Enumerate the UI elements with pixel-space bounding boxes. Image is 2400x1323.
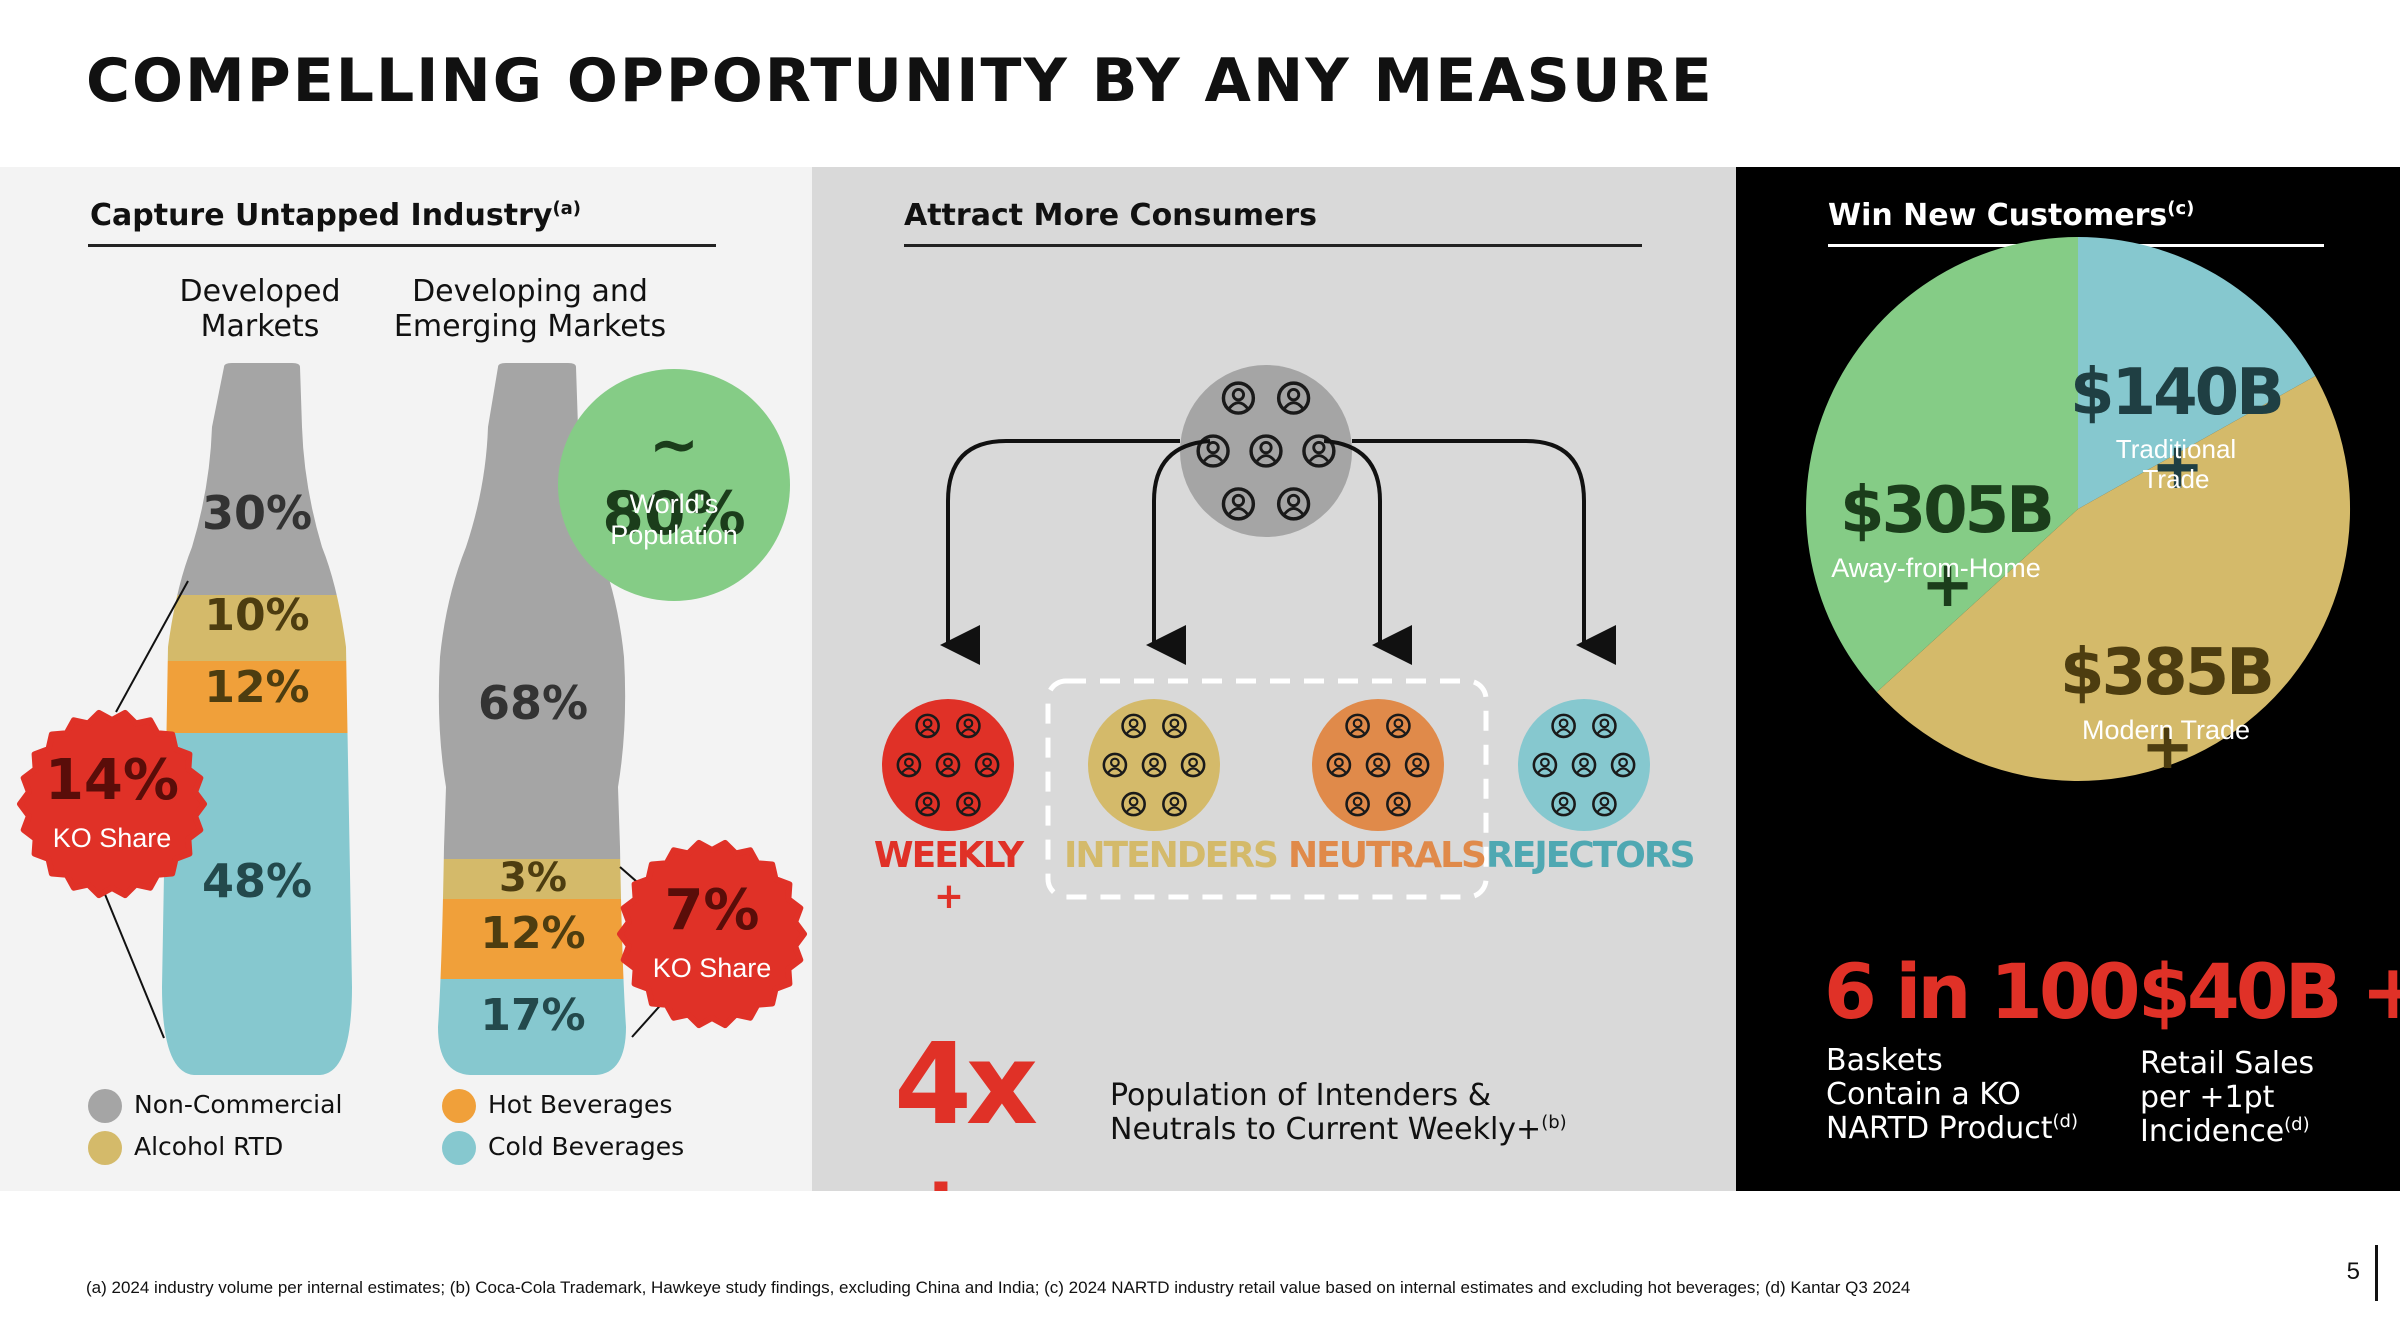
- stat-retail-text: Retail Sales per +1pt Incidence(d): [2140, 1046, 2315, 1149]
- developed-cold-value: 48%: [201, 854, 313, 908]
- panel-attract-consumers: Attract More Consumers: [812, 167, 1736, 1191]
- population-circle: [558, 369, 790, 601]
- panel3-heading: Win New Customers(c): [1828, 198, 2195, 233]
- panel1-rule: [88, 244, 716, 247]
- multiplier-value: 4x +: [894, 1020, 1038, 1191]
- pie-label-traditional-value: $140B +: [2070, 356, 2285, 504]
- segment-label-intenders: INTENDERS: [1064, 835, 1279, 876]
- page-number-rule: [2375, 1245, 2378, 1301]
- pie-label-afh-value: $305B +: [1840, 474, 2055, 622]
- developing-alcohol-value: 3%: [499, 855, 567, 901]
- developing-cold-value: 17%: [480, 990, 586, 1041]
- pie-slice-traditional-trade: [2078, 237, 2316, 509]
- developing-bar-alcohol: [438, 859, 626, 899]
- multiplier-text: Population of Intenders & Neutrals to Cu…: [1110, 1078, 1567, 1147]
- bottle-chart: [17, 363, 807, 1075]
- developing-bar-cold: [438, 979, 626, 1075]
- developed-alcohol-value: 10%: [204, 590, 310, 641]
- legend-item-hot-beverages: Hot Beverages: [442, 1089, 672, 1123]
- legend-item-alcohol-rtd: Alcohol RTD: [88, 1131, 283, 1165]
- stat-retail-value: $40B +: [2138, 947, 2400, 1036]
- pie-slice-away-from-home: [1806, 237, 2078, 692]
- ko-share-badge-right: [617, 839, 807, 1029]
- developing-non-commercial-value: 68%: [477, 676, 589, 730]
- segment-label-rejectors: REJECTORS: [1486, 835, 1696, 876]
- neutrals-circle: [1312, 699, 1444, 831]
- panel1-heading: Capture Untapped Industry(a): [90, 198, 582, 233]
- panel-untapped-industry: Capture Untapped Industry(a) Developed Ma…: [0, 167, 812, 1191]
- stat-baskets-text: Baskets Contain a KO NARTD Product(d): [1826, 1043, 2078, 1146]
- developed-markets-label: Developed Markets: [179, 274, 341, 344]
- panel2-heading: Attract More Consumers: [904, 198, 1318, 233]
- intenders-neutrals-box: [1045, 678, 1489, 900]
- developed-bar-non-commercial: [162, 363, 352, 595]
- page-number: 5: [2346, 1258, 2360, 1285]
- legend-item-cold-beverages: Cold Beverages: [442, 1131, 684, 1165]
- developing-hot-value: 12%: [480, 908, 586, 959]
- ko-share-badge-left: [17, 709, 207, 899]
- pie-label-afh: Away-from-Home: [1831, 553, 2041, 583]
- segment-label-weekly: WEEKLY +: [873, 835, 1024, 918]
- retail-pie-chart: [1806, 237, 2351, 782]
- developed-hot-value: 12%: [204, 662, 310, 713]
- population-label: World's Population: [610, 489, 738, 551]
- badge-right-value: 7%: [664, 878, 760, 943]
- badge-right-label: KO Share: [652, 953, 772, 983]
- developing-bar-hot: [438, 899, 626, 979]
- legend-item-non-commercial: Non-Commercial: [88, 1089, 342, 1123]
- developed-bar-alcohol: [162, 595, 352, 661]
- developed-non-commercial-value: 30%: [201, 486, 313, 540]
- pie-label-traditional: Traditional Trade: [2115, 434, 2237, 494]
- panel2-rule: [904, 244, 1642, 247]
- segment-label-neutrals: NEUTRALS: [1288, 835, 1487, 876]
- developed-bar-hot: [162, 661, 352, 733]
- pie-slice-modern-trade: [1876, 376, 2351, 782]
- pie-label-modern: Modern Trade: [2081, 715, 2251, 745]
- total-consumers-circle: [1180, 365, 1352, 537]
- pie-label-modern-value: $385B +: [2060, 636, 2275, 784]
- population-value: ~ 80%: [602, 410, 746, 549]
- page-title: COMPELLING OPPORTUNITY BY ANY MEASURE: [86, 46, 1714, 116]
- badge-left-label: KO Share: [52, 823, 172, 853]
- stat-baskets-value: 6 in 100: [1824, 947, 2141, 1036]
- rejectors-circle: [1518, 699, 1650, 831]
- footnote: (a) 2024 industry volume per internal es…: [86, 1278, 1911, 1297]
- weekly-circle: [882, 699, 1014, 831]
- developing-markets-label: Developing and Emerging Markets: [393, 274, 667, 344]
- panel-win-customers: Win New Customers(c) $140B + Traditional…: [1736, 167, 2400, 1191]
- badge-left-value: 14%: [44, 748, 180, 813]
- consumer-diagram: [882, 365, 1650, 900]
- intenders-circle: [1088, 699, 1220, 831]
